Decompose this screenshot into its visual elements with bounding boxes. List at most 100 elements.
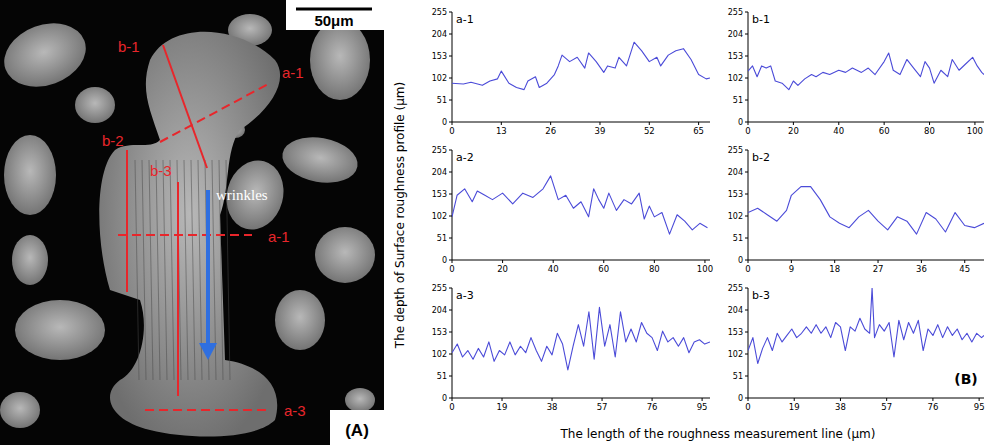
measurement-line xyxy=(126,150,128,292)
y-tick-label: 204 xyxy=(728,30,743,39)
x-tick-label: 38 xyxy=(547,402,558,412)
grain-main xyxy=(99,32,280,437)
x-tick xyxy=(599,122,600,125)
x-tick xyxy=(886,398,887,401)
x-tick-label: 76 xyxy=(647,402,658,412)
x-tick-label: 95 xyxy=(697,402,708,412)
y-tick-label: 153 xyxy=(432,190,447,199)
arrow-shaft xyxy=(206,190,210,345)
y-tick xyxy=(449,34,452,35)
measurement-line xyxy=(118,234,252,236)
y-tick-label: 102 xyxy=(728,212,743,221)
x-tick xyxy=(838,122,839,125)
panel-label-box xyxy=(950,368,982,388)
y-axis xyxy=(748,288,749,398)
y-tick-label: 153 xyxy=(728,328,743,337)
x-tick-label: 80 xyxy=(649,264,660,274)
profile-line xyxy=(748,288,984,363)
x-tick xyxy=(552,398,553,401)
y-axis-title: The depth of Surface roughness profile (… xyxy=(393,82,407,349)
x-tick-label: 20 xyxy=(788,126,799,136)
grain xyxy=(275,290,325,350)
y-tick-label: 255 xyxy=(728,8,743,17)
x-tick xyxy=(921,260,922,263)
x-tick xyxy=(501,122,502,125)
wrinkle-stripe xyxy=(156,160,160,380)
scale-bar xyxy=(296,8,372,11)
y-tick-label: 153 xyxy=(728,52,743,61)
panel-label: (A) xyxy=(345,421,369,440)
line-label: b-1 xyxy=(118,38,140,55)
y-tick-label: 204 xyxy=(432,306,447,315)
grain xyxy=(345,388,375,412)
x-tick-label: 100 xyxy=(967,126,983,136)
chart-title: a-2 xyxy=(456,151,474,164)
x-axis xyxy=(452,398,710,399)
measurement-line xyxy=(177,182,179,396)
y-tick xyxy=(745,12,748,13)
x-tick-label: 95 xyxy=(974,402,985,412)
x-tick xyxy=(550,122,551,125)
measurement-line xyxy=(145,409,270,411)
y-tick xyxy=(745,78,748,79)
y-tick xyxy=(449,194,452,195)
x-tick-label: 100 xyxy=(697,264,713,274)
y-tick-label: 255 xyxy=(432,146,447,155)
y-tick xyxy=(449,172,452,173)
y-tick xyxy=(745,56,748,57)
grain xyxy=(4,135,56,215)
x-axis-title: The length of the roughness measurement … xyxy=(560,427,876,441)
x-tick xyxy=(748,122,749,125)
x-tick-label: 80 xyxy=(924,126,935,136)
y-tick-label: 255 xyxy=(728,284,743,293)
line-label: b-3 xyxy=(150,162,172,179)
x-tick-label: 9 xyxy=(789,264,794,274)
x-tick-label: 60 xyxy=(598,264,609,274)
y-tick-label: 102 xyxy=(432,350,447,359)
x-tick xyxy=(878,260,879,263)
grain xyxy=(279,132,361,189)
x-tick-label: 18 xyxy=(829,264,840,274)
measurement-line xyxy=(160,83,270,142)
y-tick-label: 51 xyxy=(437,372,447,381)
y-axis xyxy=(452,288,453,398)
y-tick xyxy=(745,354,748,355)
x-tick xyxy=(929,122,930,125)
x-tick-label: 26 xyxy=(545,126,556,136)
x-tick xyxy=(794,398,795,401)
y-tick-label: 153 xyxy=(432,328,447,337)
y-tick-label: 204 xyxy=(432,168,447,177)
plot-area xyxy=(748,288,984,363)
x-tick xyxy=(793,122,794,125)
x-tick-label: 65 xyxy=(693,126,704,136)
x-tick xyxy=(452,260,453,263)
y-tick xyxy=(449,376,452,377)
x-tick-label: 36 xyxy=(916,264,927,274)
x-tick-label: 0 xyxy=(745,402,750,412)
plot-area xyxy=(748,53,984,90)
wrinkle-stripe xyxy=(149,160,153,380)
y-tick-label: 51 xyxy=(437,234,447,243)
x-tick-label: 20 xyxy=(497,264,508,274)
panel-a: b-1a-1b-2b-3a-1a-3wrinkles50μm(A) xyxy=(0,0,384,445)
chart-title: b-2 xyxy=(752,151,770,164)
y-tick-label: 0 xyxy=(738,118,743,127)
grain xyxy=(0,12,95,97)
x-tick-label: 0 xyxy=(745,126,750,136)
x-tick xyxy=(553,260,554,263)
wrinkle-stripe xyxy=(184,160,188,380)
x-tick-label: 0 xyxy=(449,264,454,274)
x-tick xyxy=(748,260,749,263)
line-label: a-1 xyxy=(282,64,304,81)
line-label: b-2 xyxy=(102,132,124,149)
y-tick-label: 0 xyxy=(442,394,447,403)
x-tick xyxy=(840,398,841,401)
x-tick xyxy=(452,398,453,401)
x-axis xyxy=(748,260,984,261)
x-tick xyxy=(603,260,604,263)
y-tick xyxy=(449,238,452,239)
figure: b-1a-1b-2b-3a-1a-3wrinkles50μm(A)The dep… xyxy=(0,0,998,445)
y-tick-label: 0 xyxy=(738,394,743,403)
y-tick-label: 153 xyxy=(728,190,743,199)
scale-label: 50μm xyxy=(314,12,353,29)
